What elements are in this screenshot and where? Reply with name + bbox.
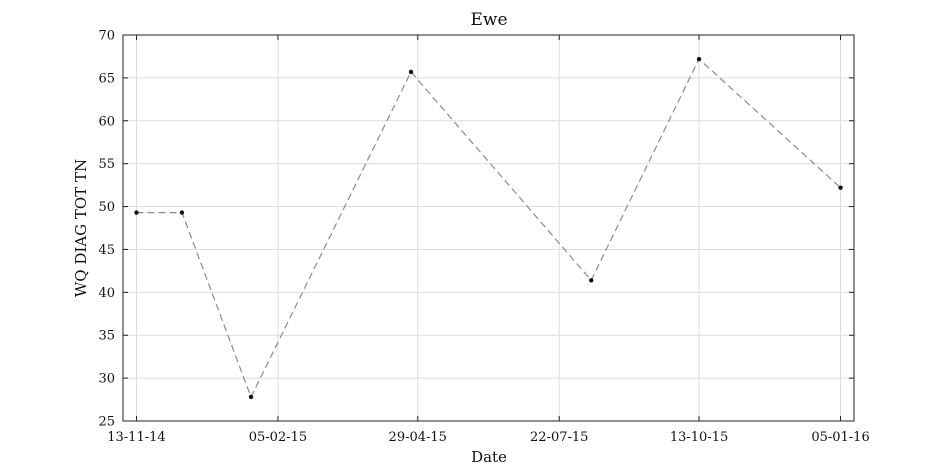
x-tick-label: 29-04-15 bbox=[389, 430, 447, 445]
y-tick-label: 50 bbox=[98, 200, 115, 215]
y-tick-label: 25 bbox=[98, 415, 115, 430]
x-axis-label: Date bbox=[471, 448, 507, 466]
data-point bbox=[248, 394, 254, 400]
y-tick-label: 60 bbox=[98, 114, 115, 129]
y-tick-label: 55 bbox=[98, 157, 115, 172]
plot-frame bbox=[122, 34, 855, 422]
y-tick-label: 35 bbox=[98, 329, 115, 344]
data-point bbox=[179, 210, 185, 215]
series-line bbox=[136, 58, 841, 399]
data-point bbox=[134, 210, 139, 215]
x-tick-label: 22-07-15 bbox=[530, 430, 588, 445]
y-tick-label: 70 bbox=[98, 29, 115, 44]
data-series bbox=[134, 56, 843, 400]
x-tick-label: 05-02-15 bbox=[249, 430, 307, 445]
y-tick-label: 30 bbox=[98, 372, 115, 387]
y-tick-label: 40 bbox=[98, 286, 115, 301]
data-point bbox=[589, 278, 594, 283]
grid-lines bbox=[123, 34, 854, 422]
data-point bbox=[408, 69, 414, 75]
x-tick-label: 13-10-15 bbox=[670, 430, 728, 445]
x-tick-label: 13-11-14 bbox=[107, 430, 165, 445]
data-point bbox=[838, 185, 843, 190]
y-tick-label: 45 bbox=[98, 243, 115, 258]
axis-ticks: 25 30 35 40 45 50 55 60 65 70 13-11-14 05-02-15 29-0… bbox=[98, 29, 869, 446]
y-tick-label: 65 bbox=[98, 71, 115, 86]
y-axis-label: WQ DIAG TOT TN bbox=[72, 159, 90, 297]
x-tick-label: 05-01-16 bbox=[811, 430, 869, 445]
data-point bbox=[696, 56, 702, 62]
chart-title: Ewe bbox=[470, 10, 507, 30]
